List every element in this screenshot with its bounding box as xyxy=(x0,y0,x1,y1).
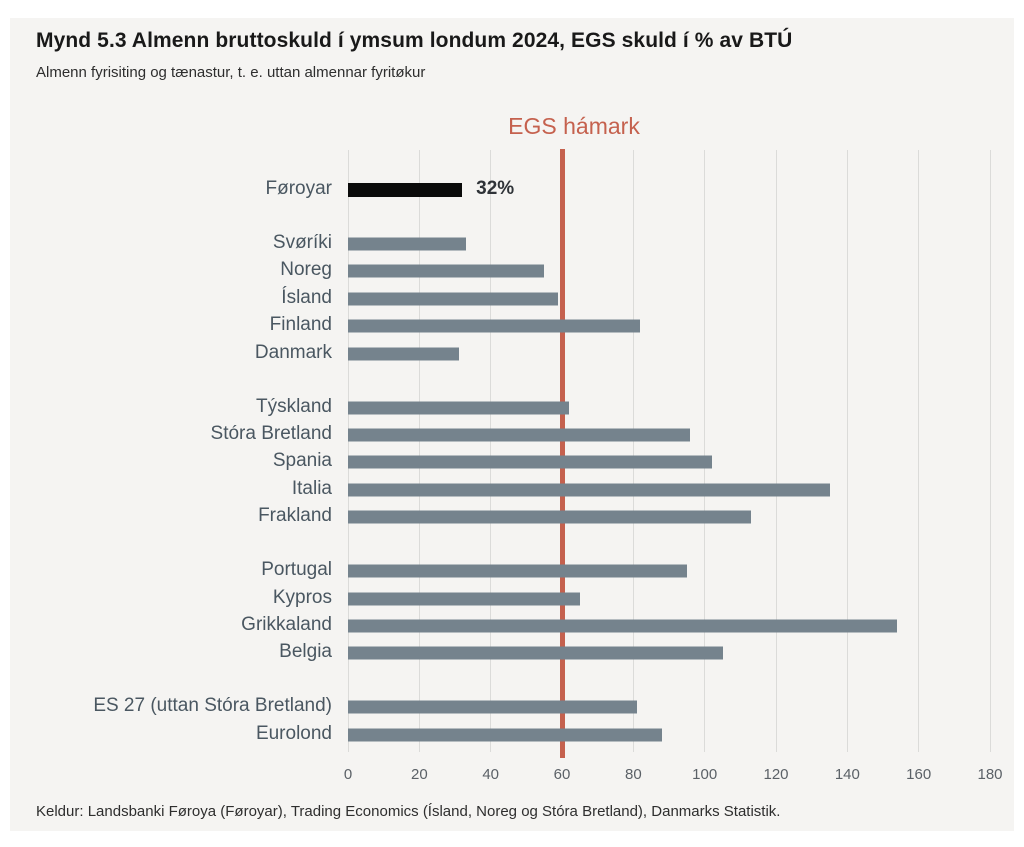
gridline xyxy=(632,150,634,752)
bar xyxy=(348,428,691,442)
bar-row: Portugal xyxy=(10,558,1014,585)
x-tick-label: 100 xyxy=(692,766,718,783)
row-label: ES 27 (uttan Stóra Bretland) xyxy=(93,695,332,717)
bar-row: Noreg xyxy=(10,258,1014,285)
gridline xyxy=(918,150,920,752)
bar-row: Stóra Bretland xyxy=(10,421,1014,448)
bar-row: Danmark xyxy=(10,340,1014,367)
bar-row: Frakland xyxy=(10,504,1014,531)
gridline xyxy=(846,150,848,752)
page-title: Mynd 5.3 Almenn bruttoskuld í ymsum lond… xyxy=(36,29,793,52)
gridline xyxy=(704,150,706,752)
plot-area: EGS hámark Føroyar 32% Svøríki Noreg Ísland Fi… xyxy=(10,18,1014,831)
x-tick-label: 180 xyxy=(977,766,1003,783)
bar-row: Eurolond xyxy=(10,721,1014,748)
bar xyxy=(348,401,570,415)
row-label: Spania xyxy=(272,450,332,472)
page-subtitle: Almenn fyrisiting og tænastur, t. e. utt… xyxy=(36,64,426,81)
bar xyxy=(348,264,545,278)
row-label: Føroyar xyxy=(265,178,333,200)
bar-row: Spania xyxy=(10,449,1014,476)
bar xyxy=(348,483,830,497)
bar xyxy=(348,728,662,742)
bar-row: Finland xyxy=(10,313,1014,340)
egs-limit-label: EGS hámark xyxy=(508,113,640,139)
bar-row: Svøríki xyxy=(10,230,1014,257)
chart-panel: Mynd 5.3 Almenn bruttoskuld í ymsum lond… xyxy=(10,18,1014,831)
bar xyxy=(348,700,637,714)
bar xyxy=(348,646,723,660)
bar xyxy=(348,237,466,251)
bar xyxy=(348,564,687,578)
row-label: Frakland xyxy=(258,505,332,527)
row-label: Noreg xyxy=(280,259,332,281)
bar-row: Týskland xyxy=(10,394,1014,421)
row-label: Týskland xyxy=(255,395,332,417)
gridline xyxy=(418,150,420,752)
bar-row: Italia xyxy=(10,476,1014,503)
bar xyxy=(348,455,712,469)
bar-row: Ísland xyxy=(10,285,1014,312)
bar xyxy=(348,319,641,333)
gridline xyxy=(775,150,777,752)
row-label: Danmark xyxy=(254,341,332,363)
bar-row: Grikkaland xyxy=(10,612,1014,639)
x-tick-label: 60 xyxy=(553,766,571,783)
x-tick-label: 80 xyxy=(624,766,642,783)
gridline xyxy=(347,150,349,752)
bar-row: Føroyar 32% xyxy=(10,176,1014,203)
x-tick-label: 160 xyxy=(906,766,932,783)
row-label: Portugal xyxy=(261,559,332,581)
row-label: Svøríki xyxy=(272,232,332,254)
footer-source: Keldur: Landsbanki Føroya (Føroyar), Tra… xyxy=(36,803,781,820)
bar xyxy=(348,592,580,606)
gridline xyxy=(490,150,492,752)
gridline xyxy=(989,150,991,752)
row-label: Ísland xyxy=(281,286,332,308)
row-label: Eurolond xyxy=(255,722,332,744)
row-label: Grikkaland xyxy=(241,614,332,636)
x-tick-label: 0 xyxy=(343,766,353,783)
egs-limit-reference-line xyxy=(559,149,565,758)
bar-row: Kypros xyxy=(10,585,1014,612)
row-label: Finland xyxy=(269,314,332,336)
x-tick-label: 40 xyxy=(482,766,499,783)
bar xyxy=(348,619,898,633)
bar xyxy=(348,292,559,306)
x-tick-label: 20 xyxy=(410,766,428,783)
bar-highlighted xyxy=(348,182,463,197)
x-tick-label: 120 xyxy=(763,766,789,783)
row-label: Belgia xyxy=(279,641,332,663)
row-label: Kypros xyxy=(272,586,332,608)
row-label: Italia xyxy=(291,477,332,499)
bar xyxy=(348,347,459,361)
row-label: Stóra Bretland xyxy=(210,423,332,445)
bar-row: ES 27 (uttan Stóra Bretland) xyxy=(10,694,1014,721)
bar-row: Belgia xyxy=(10,640,1014,667)
x-tick-label: 140 xyxy=(834,766,860,783)
bar xyxy=(348,510,752,524)
bar-value-label: 32% xyxy=(476,178,515,200)
